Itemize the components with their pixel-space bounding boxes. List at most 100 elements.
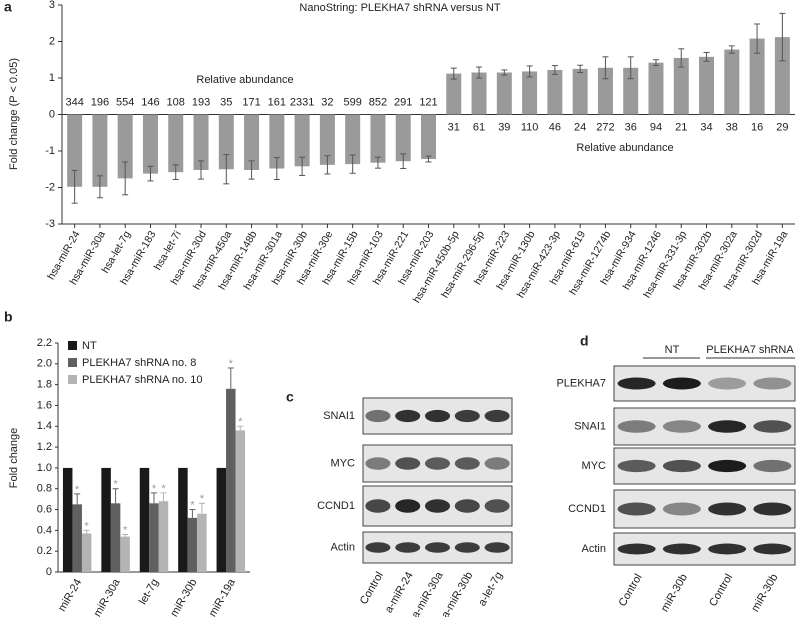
y-tick-label: 1.4	[37, 420, 52, 432]
legend-swatch	[68, 358, 77, 367]
y-tick-label: 2.2	[37, 337, 52, 349]
band	[365, 409, 391, 423]
band	[617, 502, 656, 516]
abundance-label: 599	[343, 96, 361, 108]
row-label: CCND1	[317, 500, 355, 512]
band	[454, 499, 480, 513]
band	[708, 459, 747, 473]
bar	[197, 513, 207, 572]
bar	[446, 73, 462, 115]
band	[617, 543, 656, 555]
y-tick-label: 1.2	[37, 441, 52, 453]
bar	[699, 56, 715, 115]
band	[708, 420, 747, 433]
y-tick-label: 0.4	[37, 524, 52, 536]
abundance-label: 110	[521, 121, 539, 133]
band	[365, 499, 391, 513]
band	[708, 543, 747, 555]
band	[484, 409, 510, 423]
bar	[218, 114, 234, 170]
band	[662, 502, 701, 516]
band	[365, 457, 391, 470]
abundance-label: 61	[473, 121, 485, 133]
abundance-label: 193	[192, 96, 210, 108]
abundance-label: 554	[116, 96, 134, 108]
row-label: Actin	[331, 541, 355, 553]
bar	[187, 517, 198, 572]
band	[395, 542, 421, 553]
bar	[648, 62, 664, 115]
abundance-label: 36	[625, 121, 637, 133]
abundance-label: 161	[268, 96, 286, 108]
bar	[139, 467, 150, 572]
y-tick-label: 3	[49, 0, 55, 11]
x-tick-label: let-7g	[137, 577, 161, 607]
legend-label: PLEKHA7 shRNA no. 8	[82, 357, 196, 369]
significance-mark: *	[200, 493, 205, 505]
abundance-label: 38	[726, 121, 738, 133]
band	[484, 499, 510, 513]
y-tick-label: 2.0	[37, 358, 52, 370]
bar	[117, 114, 133, 179]
lane-label: Control	[707, 572, 735, 609]
abundance-label: 24	[574, 121, 586, 133]
abundance-label: 29	[776, 121, 788, 133]
abundance-label: 121	[419, 96, 437, 108]
significance-mark: *	[85, 520, 90, 532]
bar	[149, 503, 159, 572]
band	[484, 457, 510, 470]
bar	[81, 533, 92, 572]
band	[753, 543, 792, 555]
row-label: PLEKHA7	[556, 377, 606, 389]
bar	[101, 467, 111, 572]
x-tick-label: miR-24	[56, 577, 84, 614]
bar	[294, 114, 310, 167]
y-tick-label: 0.2	[37, 545, 52, 557]
legend-label: PLEKHA7 shRNA no. 10	[82, 374, 202, 386]
band	[365, 542, 391, 553]
significance-mark: *	[229, 358, 234, 370]
bar	[216, 467, 227, 572]
bar	[522, 71, 538, 115]
group-label: NT	[665, 344, 680, 356]
bar	[774, 37, 790, 115]
row-label: SNAI1	[323, 410, 355, 422]
y-tick-label: 1	[49, 72, 55, 84]
band	[617, 420, 656, 433]
abundance-label: 34	[700, 121, 712, 133]
bar	[244, 114, 260, 170]
panel-label: d	[580, 333, 589, 349]
band	[484, 542, 510, 553]
y-tick-label: 2	[49, 35, 55, 47]
y-tick-label: 0	[49, 108, 55, 120]
band	[753, 502, 792, 516]
band	[454, 457, 480, 470]
abundance-label: 108	[167, 96, 185, 108]
y-tick-label: -3	[45, 218, 55, 230]
bar	[724, 49, 740, 115]
bar	[345, 114, 361, 165]
bar	[597, 67, 613, 115]
band	[617, 459, 656, 473]
abundance-label: 146	[141, 96, 159, 108]
x-tick-label: miR-19a	[207, 576, 239, 617]
row-label: MYC	[582, 460, 607, 472]
abundance-label: 2331	[290, 96, 314, 108]
band	[424, 409, 451, 423]
bar	[158, 501, 169, 572]
bar	[120, 536, 130, 572]
y-tick-label: 0	[46, 566, 52, 578]
bar	[269, 114, 285, 169]
abundance-label: 35	[220, 96, 232, 108]
band	[617, 377, 656, 390]
abundance-label: 39	[498, 121, 510, 133]
chart-title: NanoString: PLEKHA7 shRNA versus NT	[299, 2, 500, 14]
panel-label: c	[286, 389, 294, 405]
bar	[623, 67, 639, 115]
significance-mark: *	[161, 483, 166, 495]
y-axis-label: Fold change (P < 0.05)	[8, 58, 20, 170]
bar	[110, 503, 121, 572]
lane-label: Control	[617, 572, 645, 609]
significance-mark: *	[123, 524, 128, 536]
